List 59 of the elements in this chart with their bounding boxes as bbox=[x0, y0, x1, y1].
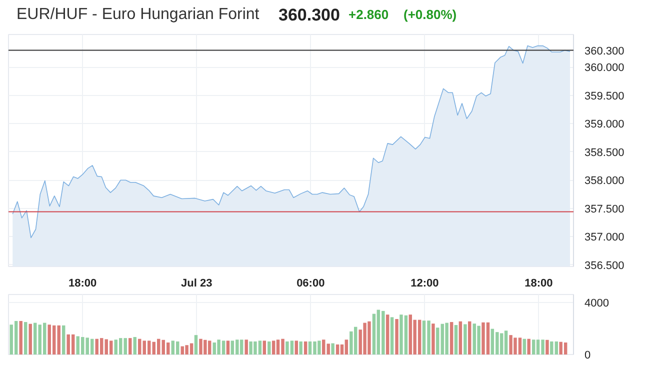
y-tick-label: 356.500 bbox=[584, 260, 624, 272]
bar bbox=[432, 324, 435, 354]
bar bbox=[240, 340, 244, 354]
bar bbox=[344, 340, 348, 354]
x-tick-label: 12:00 bbox=[410, 278, 439, 290]
bar bbox=[458, 321, 462, 354]
y-tick-label: 357.500 bbox=[584, 203, 624, 216]
bar bbox=[532, 340, 536, 354]
x-tick-label: 06:00 bbox=[296, 278, 325, 290]
bar bbox=[326, 344, 330, 354]
bar bbox=[208, 340, 212, 354]
bar bbox=[322, 340, 326, 354]
bar bbox=[436, 328, 440, 354]
bar bbox=[336, 344, 340, 354]
bar bbox=[454, 325, 458, 354]
bar bbox=[272, 340, 276, 354]
y-tick-label: 358.000 bbox=[584, 175, 624, 188]
bar bbox=[304, 341, 308, 354]
bar bbox=[138, 338, 142, 354]
chart-title: EUR/HUF - Euro Hungarian Forint bbox=[16, 6, 260, 23]
y-tick-label: 359.500 bbox=[584, 90, 624, 102]
bar bbox=[331, 343, 334, 354]
x-tick-label: Jul 23 bbox=[181, 278, 212, 290]
y-tick-label: 359.000 bbox=[584, 118, 624, 131]
bar bbox=[477, 326, 480, 354]
bar bbox=[464, 324, 467, 354]
ref-line-label: 360.300 bbox=[584, 45, 624, 58]
x-tick-label: 18:00 bbox=[68, 278, 97, 290]
bar bbox=[268, 341, 271, 354]
text: +2.860 bbox=[348, 7, 389, 22]
bar bbox=[194, 335, 198, 354]
y-tick-label: 360.000 bbox=[584, 62, 624, 74]
bar bbox=[226, 340, 230, 354]
text: (+0.80%) bbox=[404, 7, 457, 22]
bar bbox=[450, 322, 454, 354]
y-tick-label: 4000 bbox=[584, 297, 609, 310]
y-tick-label: 358.500 bbox=[584, 146, 624, 159]
bar bbox=[504, 330, 508, 354]
bar bbox=[468, 321, 472, 354]
y-tick-label: 357.000 bbox=[584, 232, 624, 244]
bar bbox=[354, 326, 358, 354]
y-tick-label: 0 bbox=[584, 350, 591, 362]
bar bbox=[372, 314, 376, 354]
bar bbox=[299, 341, 302, 354]
x-tick-label: 18:00 bbox=[524, 278, 553, 290]
bar bbox=[390, 317, 394, 354]
bar bbox=[294, 340, 298, 354]
bar bbox=[350, 331, 353, 354]
bar bbox=[395, 319, 398, 354]
bar bbox=[522, 338, 526, 354]
bar bbox=[262, 340, 266, 354]
bar bbox=[527, 338, 530, 354]
bar bbox=[244, 340, 248, 354]
bar bbox=[445, 322, 448, 354]
bar bbox=[546, 340, 549, 354]
bar bbox=[500, 333, 504, 354]
text: 360.300 bbox=[278, 6, 340, 24]
bar bbox=[408, 314, 412, 354]
bar bbox=[386, 314, 390, 354]
